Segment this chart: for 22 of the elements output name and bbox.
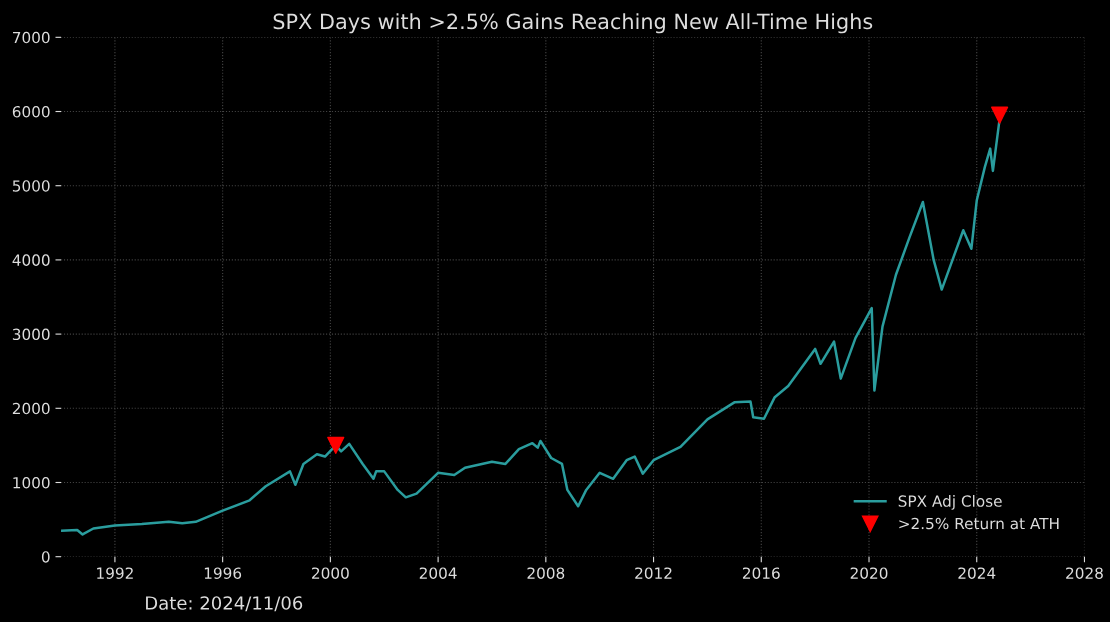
y-tick-label: 1000 (13, 476, 50, 489)
legend-label: >2.5% Return at ATH (899, 517, 1059, 530)
y-tick-label: 4000 (12, 254, 50, 266)
x-tick-label: 2028 (1066, 567, 1103, 579)
x-tick-label: 2024 (958, 567, 996, 579)
x-tick-label: 2020 (850, 567, 888, 579)
y-tick-label: 2000 (12, 402, 50, 415)
y-tick-label: 6000 (12, 105, 50, 118)
y-tick-label: 7000 (13, 31, 50, 44)
x-tick-label: 1992 (97, 567, 133, 579)
x-tick-label: 2004 (419, 567, 457, 579)
legend-label: SPX Adj Close (898, 495, 1002, 510)
chart-title: SPX Days with >2.5% Gains Reaching New All-Time Highs (273, 13, 873, 34)
x-tick-label: 2008 (527, 567, 565, 579)
y-tick-label: 5000 (12, 180, 50, 192)
x-tick-label: 1996 (204, 567, 242, 579)
y-tick-label: 3000 (12, 328, 50, 341)
x-tick-label: 2000 (312, 567, 349, 579)
text: Date: 2024/11/06 (146, 596, 303, 612)
x-tick-label: 2012 (635, 567, 672, 579)
y-tick-label: 0 (41, 551, 50, 563)
x-tick-label: 2016 (742, 567, 780, 579)
